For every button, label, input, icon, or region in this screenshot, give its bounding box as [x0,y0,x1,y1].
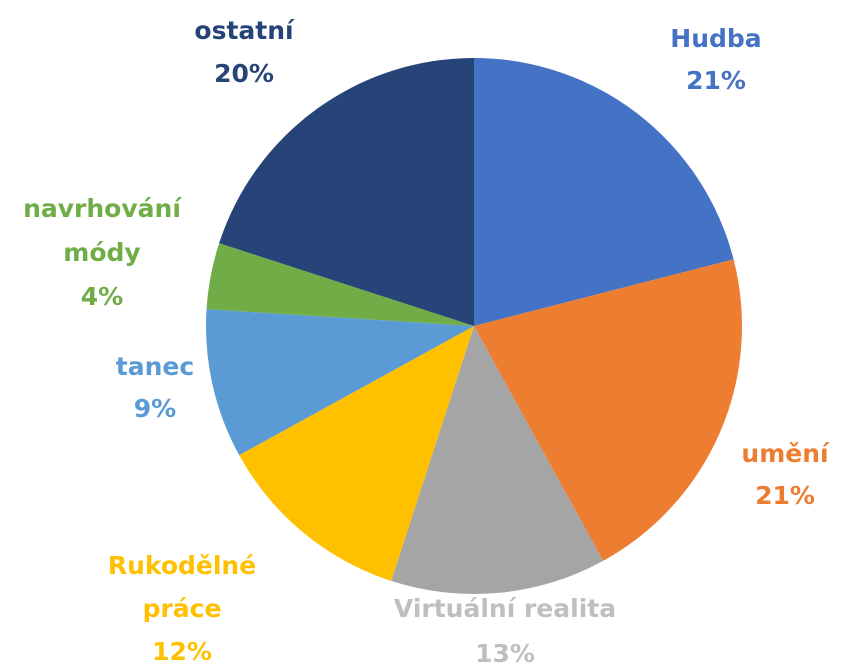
value-label: 13% [475,639,535,668]
slice-label: umění [741,439,830,468]
label-line: Rukodělné [108,551,256,580]
pie-slice [474,259,742,561]
slice-label: ostatní [194,16,295,45]
pie-slice [219,58,474,326]
slice-label: Virtuální realita [394,594,616,623]
value-label: 21% [686,66,746,95]
value-label: 12% [152,637,212,666]
value-label: 21% [755,481,815,510]
slice-label: navrhování módy [23,194,182,267]
pie-slice [206,243,474,326]
label-line: práce [143,594,222,623]
slice-label: Rukodělné práce [108,551,256,623]
pie-slice [474,58,734,326]
slice-label: tanec [116,352,194,381]
label-line: navrhování [23,194,182,223]
value-label: 4% [81,282,123,311]
pie-slice [391,326,604,594]
value-label: 20% [214,59,274,88]
pie-slice [239,326,474,581]
pie-slice [206,309,474,456]
slice-label: Hudba [670,24,761,53]
label-line: módy [63,238,140,267]
value-label: 9% [134,394,176,423]
